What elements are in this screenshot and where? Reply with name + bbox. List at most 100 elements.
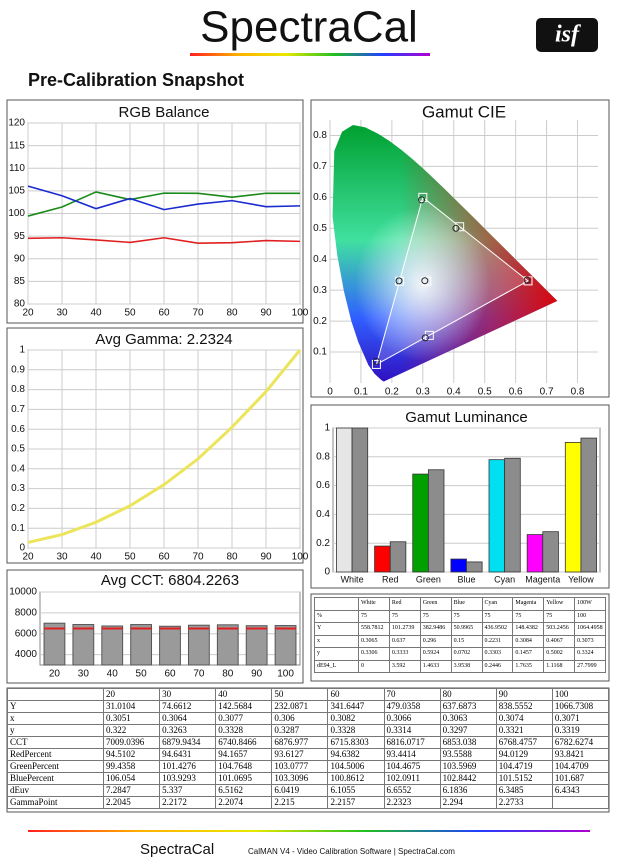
x-tick-label: 30 [78,669,90,680]
table-cell: 6816.0717 [383,736,441,749]
chart-title: Avg Gamma: 2.2324 [95,331,232,348]
table-cell: 0.3297 [439,724,497,737]
y-tick-label: 0.4 [313,254,327,265]
header-cell: Green [419,597,452,611]
table-cell: 94.0129 [495,748,553,761]
plot-area [332,427,601,573]
x-tick-label: 0.4 [447,387,461,398]
header-cell: Cyan [481,597,514,611]
table-cell: 103.5969 [439,760,497,773]
chart-title: Gamut Luminance [405,409,528,426]
y-tick-label: 0.6 [313,192,327,203]
table-cell: 0.637 [388,634,421,648]
bar [374,545,391,573]
bar [274,625,297,666]
table-cell: 0.2231 [481,634,514,648]
x-tick-label: 30 [56,308,68,319]
table-cell: 6.6552 [383,784,441,797]
row-label: y [314,647,359,661]
table-cell: 558.7812 [358,622,390,636]
table-cell: 436.9502 [481,622,514,636]
table-cell: 637.6873 [439,700,497,713]
y-tick-label: 4000 [15,649,38,660]
chart-title: RGB Balance [119,104,210,121]
table-cell: 0.2446 [481,659,514,673]
table-cell: 2.2172 [159,796,217,809]
table-cell: 93.8421 [551,748,610,761]
table-cell: 0.322 [102,724,161,737]
row-label: Y [7,700,104,713]
bar [504,457,521,573]
y-tick-label: 10000 [9,587,37,598]
table-cell: 50.9965 [450,622,483,636]
bar [159,625,181,666]
table-cell: 6.3485 [495,784,553,797]
y-tick-label: 0.1 [313,347,327,358]
footer-text: CalMAN V4 - Video Calibration Software |… [248,847,455,856]
chart-title: Gamut CIE [422,102,506,121]
table-cell: 2.2733 [495,796,553,809]
x-tick-label: 80 [222,669,234,680]
table-cell: 0.5924 [419,647,452,661]
bar [130,624,153,666]
y-tick-label: 0 [19,543,25,554]
data-table: 20 30 40 50 60 70 80 90 100 Y 31.0104 74.6612 142.56… [7,688,610,809]
table-cell: 75 [419,609,452,623]
panel [310,404,610,589]
y-tick-label: 0.3 [313,285,327,296]
table-cell: 6876.977 [271,736,329,749]
table-cell: 101.5152 [495,772,553,785]
x-tick-label: Green [416,574,441,584]
table-cell: 104.4719 [495,760,553,773]
table-cell: 74.6612 [159,700,217,713]
x-tick-label: 60 [158,308,170,319]
x-tick-label: 40 [90,308,102,319]
bar [564,441,582,573]
x-tick-label: 80 [226,308,238,319]
table-cell: 104.5006 [327,760,385,773]
x-tick-label: 100 [292,552,309,563]
table-cell: 0.3074 [495,712,553,725]
target-marker [424,330,434,340]
table-cell: 100 [574,609,606,623]
x-tick-label: Yellow [568,574,594,584]
x-tick-label: 0.3 [416,387,430,398]
table-cell: 6853.038 [439,736,497,749]
table-cell: 101.0695 [215,772,273,785]
table-row: x 0.3065 0.637 0.296 0.15 0.2231 0.3084 0.4067 0… [314,634,606,648]
table-cell: 2.215 [271,796,329,809]
table-cell: 6879.9434 [159,736,217,749]
table-cell: 6740.8466 [215,736,273,749]
table-row: dEuv 7.2847 5.337 6.5162 6.0419 6.1055 6.6552 6… [7,784,610,797]
table-cell: 382.9486 [419,622,452,636]
header-cell: 30 [159,688,217,701]
table-cell: 0.3303 [481,647,514,661]
logo: SpectraCal [200,3,418,52]
table-row: dE94_L 0 3.592 1.4633 3.9538 0.2446 1.7635 1.11… [314,659,606,673]
header-cell: 100W [574,597,606,611]
header-cell [314,597,359,611]
table-cell: 6715.8303 [327,736,385,749]
table-cell: 0.3063 [439,712,497,725]
x-tick-label: 0.2 [385,387,399,398]
y-tick-label: 0.2 [316,538,330,549]
table-row: GreenPercent 99.4358 101.4276 104.7648 103.0… [7,760,610,773]
table-cell: 101.2739 [388,622,421,636]
y-tick-label: 0.2 [11,503,25,514]
table-cell: 75 [481,609,514,623]
bar [580,437,597,573]
table-cell: 0.3077 [215,712,273,725]
x-tick-label: Magenta [525,574,560,584]
table-cell: 102.8442 [439,772,497,785]
header-cell: 50 [271,688,329,701]
x-tick-label: 20 [49,669,61,680]
bar [450,558,467,573]
x-tick-label: 0 [327,387,333,398]
table-row: Y 31.0104 74.6612 142.5684 232.0871 341.6447 4… [7,700,610,713]
x-tick-label: Red [382,574,399,584]
table-cell: 0.3319 [551,724,610,737]
row-label: BluePercent [7,772,104,785]
header-cell: White [358,597,390,611]
